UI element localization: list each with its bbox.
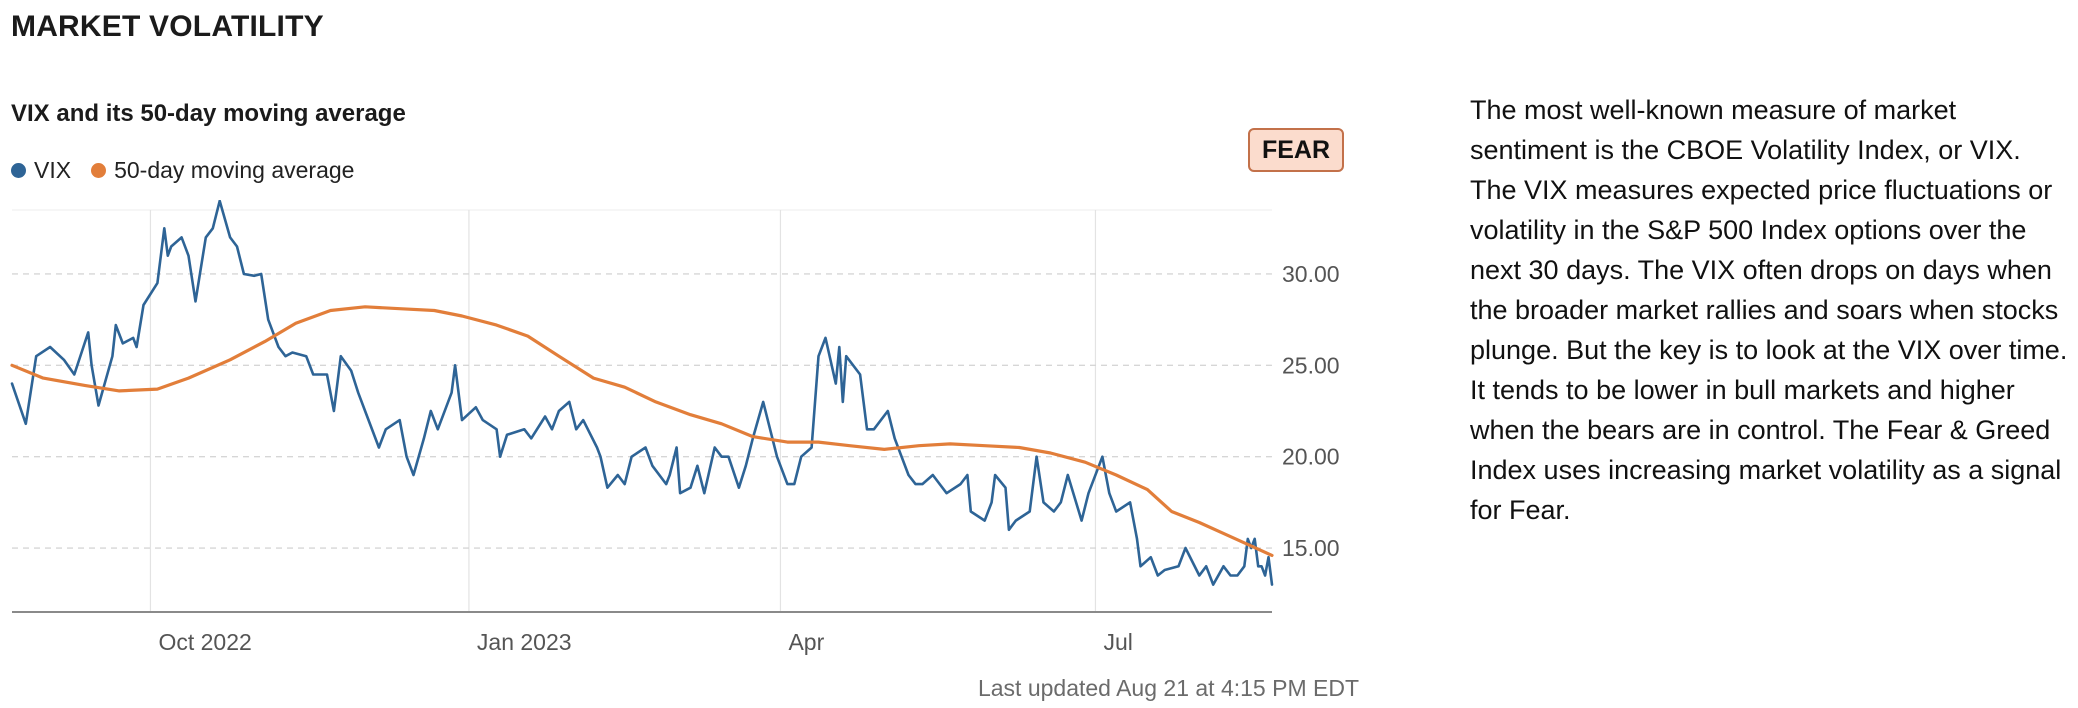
vix-chart: Oct 2022 Jan 2023 Apr Jul 15.00 20.00 25.00 30.… <box>10 200 1340 655</box>
sentiment-badge: FEAR <box>1248 128 1344 172</box>
legend-item-moving-average[interactable]: 50-day moving average <box>91 157 354 184</box>
y-tick-label: 20.00 <box>1282 444 1340 470</box>
last-updated: Last updated Aug 21 at 4:15 PM EDT <box>977 675 1359 701</box>
legend-item-vix[interactable]: VIX <box>11 157 71 184</box>
series-line-vix <box>10 200 1274 586</box>
x-tick-label: Oct 2022 <box>158 629 251 655</box>
x-tick-label: Jul <box>1103 629 1132 655</box>
chart-title: VIX and its 50-day moving average <box>11 100 406 127</box>
y-tick-label: 15.00 <box>1282 535 1340 561</box>
description-text: The most well-known measure of market se… <box>1470 95 2068 525</box>
series-line-moving-average <box>10 305 1274 557</box>
x-tick-label: Jan 2023 <box>477 629 572 655</box>
legend-label-vix: VIX <box>34 157 72 183</box>
x-tick-label: Apr <box>788 629 824 655</box>
section-title: MARKET VOLATILITY <box>11 10 324 43</box>
y-tick-label: 25.00 <box>1282 352 1340 378</box>
legend-dot-moving-average <box>91 163 107 178</box>
chart-legend: VIX 50-day moving average <box>11 157 374 184</box>
legend-dot-vix <box>11 163 26 178</box>
y-tick-label: 30.00 <box>1282 261 1340 287</box>
legend-label-moving-average: 50-day moving average <box>114 157 355 183</box>
